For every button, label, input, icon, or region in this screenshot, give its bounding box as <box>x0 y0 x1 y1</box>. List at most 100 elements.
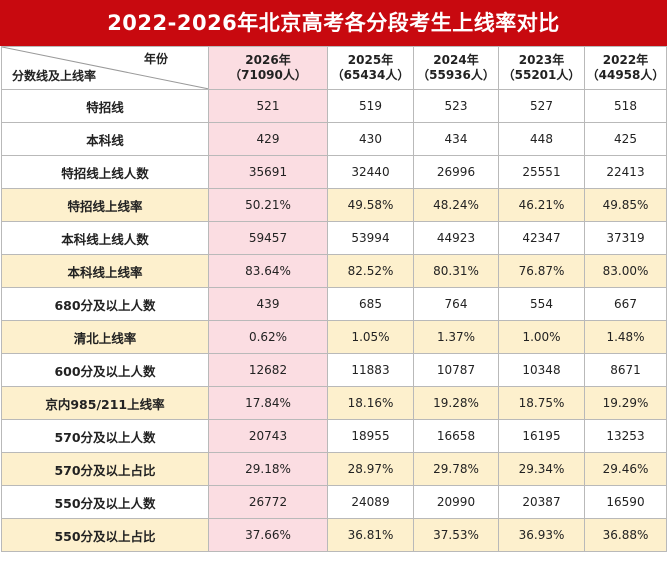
value-cell: 523 <box>413 89 499 123</box>
value-cell: 17.84% <box>208 386 328 420</box>
value-cell: 10348 <box>498 353 585 387</box>
value-cell: 20990 <box>413 485 499 519</box>
table-row: 本科线上线人数 59457 53994 44923 42347 37319 <box>1 221 667 255</box>
row-label: 680分及以上人数 <box>1 287 209 321</box>
table-row: 京内985/211上线率 17.84% 18.16% 19.28% 18.75% 19.2… <box>1 386 667 420</box>
value-cell: 1.37% <box>413 320 499 354</box>
row-label: 570分及以上人数 <box>1 419 209 453</box>
value-cell: 519 <box>327 89 414 123</box>
value-cell: 527 <box>498 89 585 123</box>
year-header-cell: 2022年 （44958人） <box>584 46 667 90</box>
value-cell: 448 <box>498 122 585 156</box>
value-cell: 49.85% <box>584 188 667 222</box>
year-label: 2026年 <box>245 53 291 67</box>
year-label: 2025年 <box>347 53 394 67</box>
value-cell: 28.97% <box>327 452 414 486</box>
year-label: 2024年 <box>433 53 479 67</box>
year-header-cell: 2023年 （55201人） <box>498 46 585 90</box>
value-cell: 764 <box>413 287 499 321</box>
year-label: 2022年 <box>602 53 649 67</box>
value-cell: 429 <box>208 122 328 156</box>
value-cell: 42347 <box>498 221 585 255</box>
value-cell: 46.21% <box>498 188 585 222</box>
value-cell: 18.16% <box>327 386 414 420</box>
row-label: 550分及以上人数 <box>1 485 209 519</box>
value-cell: 53994 <box>327 221 414 255</box>
year-header-cell: 2026年 （71090人） <box>208 46 328 90</box>
year-label: 2023年 <box>518 53 565 67</box>
value-cell: 59457 <box>208 221 328 255</box>
row-label: 570分及以上占比 <box>1 452 209 486</box>
year-header-cell: 2024年 （55936人） <box>413 46 499 90</box>
year-count: （44958人） <box>586 68 665 82</box>
value-cell: 37.66% <box>208 518 328 552</box>
value-cell: 76.87% <box>498 254 585 288</box>
value-cell: 36.81% <box>327 518 414 552</box>
value-cell: 29.34% <box>498 452 585 486</box>
year-count: （71090人） <box>229 68 307 82</box>
value-cell: 19.29% <box>584 386 667 420</box>
value-cell: 439 <box>208 287 328 321</box>
table-row: 600分及以上人数 12682 11883 10787 10348 8671 <box>1 353 667 387</box>
year-count: （55201人） <box>502 68 581 82</box>
value-cell: 16658 <box>413 419 499 453</box>
value-cell: 29.18% <box>208 452 328 486</box>
value-cell: 37319 <box>584 221 667 255</box>
row-label: 本科线上线人数 <box>1 221 209 255</box>
value-cell: 35691 <box>208 155 328 189</box>
table-row: 570分及以上占比 29.18% 28.97% 29.78% 29.34% 29.46% <box>1 452 667 486</box>
value-cell: 50.21% <box>208 188 328 222</box>
table-row: 特招线上线人数 35691 32440 26996 25551 22413 <box>1 155 667 189</box>
table-row: 680分及以上人数 439 685 764 554 667 <box>1 287 667 321</box>
table-row: 550分及以上占比 37.66% 36.81% 37.53% 36.93% 36.88% <box>1 518 667 552</box>
table-row: 清北上线率 0.62% 1.05% 1.37% 1.00% 1.48% <box>1 320 667 354</box>
value-cell: 18.75% <box>498 386 585 420</box>
value-cell: 518 <box>584 89 667 123</box>
value-cell: 434 <box>413 122 499 156</box>
value-cell: 24089 <box>327 485 414 519</box>
value-cell: 10787 <box>413 353 499 387</box>
table-row: 本科线 429 430 434 448 425 <box>1 122 667 156</box>
value-cell: 16195 <box>498 419 585 453</box>
value-cell: 521 <box>208 89 328 123</box>
value-cell: 20743 <box>208 419 328 453</box>
value-cell: 554 <box>498 287 585 321</box>
diagonal-divider <box>2 47 208 89</box>
table-row: 特招线 521 519 523 527 518 <box>1 89 667 123</box>
row-label: 600分及以上人数 <box>1 353 209 387</box>
value-cell: 29.46% <box>584 452 667 486</box>
value-cell: 48.24% <box>413 188 499 222</box>
row-label: 清北上线率 <box>1 320 209 354</box>
corner-year-label: 年份 <box>143 52 168 66</box>
corner-row-label: 分数线及上线率 <box>12 69 97 83</box>
row-label: 本科线 <box>1 122 209 156</box>
value-cell: 19.28% <box>413 386 499 420</box>
value-cell: 667 <box>584 287 667 321</box>
value-cell: 32440 <box>327 155 414 189</box>
value-cell: 1.00% <box>498 320 585 354</box>
value-cell: 83.00% <box>584 254 667 288</box>
value-cell: 1.48% <box>584 320 667 354</box>
table-row: 570分及以上人数 20743 18955 16658 16195 13253 <box>1 419 667 453</box>
value-cell: 685 <box>327 287 414 321</box>
value-cell: 13253 <box>584 419 667 453</box>
value-cell: 0.62% <box>208 320 328 354</box>
value-cell: 29.78% <box>413 452 499 486</box>
value-cell: 20387 <box>498 485 585 519</box>
year-count: （55936人） <box>417 68 495 82</box>
value-cell: 82.52% <box>327 254 414 288</box>
row-label: 特招线 <box>1 89 209 123</box>
row-label: 特招线上线人数 <box>1 155 209 189</box>
value-cell: 44923 <box>413 221 499 255</box>
page-title: 2022-2026年北京高考各分段考生上线率对比 <box>0 0 667 46</box>
value-cell: 16590 <box>584 485 667 519</box>
header-row: 年份 分数线及上线率 2026年 （71090人） 2025年 （65434人）… <box>1 46 667 90</box>
table-row: 本科线上线率 83.64% 82.52% 80.31% 76.87% 83.00% <box>1 254 667 288</box>
row-label: 京内985/211上线率 <box>1 386 209 420</box>
value-cell: 80.31% <box>413 254 499 288</box>
value-cell: 36.88% <box>584 518 667 552</box>
value-cell: 425 <box>584 122 667 156</box>
year-count: （65434人） <box>331 68 410 82</box>
value-cell: 1.05% <box>327 320 414 354</box>
